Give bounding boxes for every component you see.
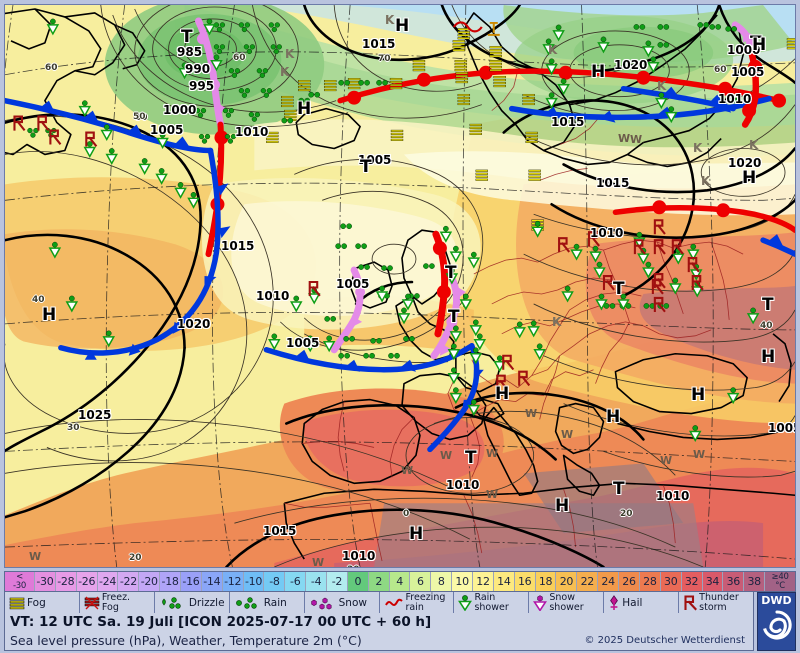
- legend-item-rain: Rain: [230, 592, 305, 613]
- colorbar-tick: 18: [535, 572, 557, 591]
- colorbar-tick: -28: [55, 572, 77, 591]
- colorbar-tick: -26: [76, 572, 98, 591]
- colorbar-tick: 34: [702, 572, 724, 591]
- copyright-text: © 2025 Deutscher Wetterdienst: [584, 635, 745, 646]
- colorbar-tick: 8: [431, 572, 453, 591]
- dwd-logo[interactable]: DWD: [757, 592, 796, 651]
- colorbar-tick: -20: [139, 572, 161, 591]
- legend-item-label: Freez. Fog: [101, 592, 131, 613]
- weather-map-canvas[interactable]: [5, 5, 795, 567]
- colorbar-tick: 0: [347, 572, 369, 591]
- colorbar-tick: -4: [306, 572, 328, 591]
- legend-item-rain-shower: Rain shower: [454, 592, 530, 613]
- colorbar-tick: -8: [264, 572, 286, 591]
- colorbar-tick: 10: [452, 572, 474, 591]
- drizzle-icon: [159, 596, 187, 610]
- rain-icon: [234, 596, 262, 610]
- colorbar-tick: 38: [744, 572, 766, 591]
- colorbar-tick: 32: [681, 572, 703, 591]
- colorbar-tick: -24: [97, 572, 119, 591]
- legend-item-freezing-rain: Freezing rain: [380, 592, 455, 613]
- weather-map-panel[interactable]: 985 990 995 1000 1005 1010 1015 1005 1015 1010 100…: [4, 4, 796, 568]
- colorbar-tick: 2: [368, 572, 390, 591]
- parameters-line: Sea level pressure (hPa), Weather, Tempe…: [10, 633, 362, 648]
- thunderstorm-icon: [683, 594, 698, 611]
- legend-item-label: Rain: [263, 596, 287, 609]
- colorbar-tick: -6: [285, 572, 307, 591]
- legend-item-label: Fog: [27, 596, 46, 609]
- freezing-rain-icon: [384, 596, 404, 610]
- legend-item-label: Hail: [622, 596, 643, 609]
- temperature-colorbar[interactable]: < -30 -30 -28 -26 -24 -22 -20 -18 -16 -14 -12 -10 -8-…: [4, 571, 796, 592]
- legend-item-label: Thunder storm: [699, 592, 739, 613]
- rain-shower-icon: [458, 594, 473, 611]
- legend-item-freezing-fog: Freez. Fog: [80, 592, 155, 613]
- colorbar-tick: -16: [181, 572, 202, 591]
- colorbar-tick: 4: [389, 572, 411, 591]
- colorbar-tick: 12: [473, 572, 494, 591]
- colorbar-below-min: < -30: [5, 572, 35, 591]
- legend-item-label: Freezing rain: [405, 592, 446, 613]
- legend-item-label: Snow: [338, 596, 367, 609]
- colorbar-tick: 24: [598, 572, 620, 591]
- valid-time-line: VT: 12 UTC Sa. 19 Juli [ICON 2025-07-17 …: [10, 614, 432, 630]
- hail-icon: [608, 594, 620, 611]
- colorbar-tick: 6: [410, 572, 432, 591]
- colorbar-tick: 28: [639, 572, 661, 591]
- legend-item-thunderstorm: Thunder storm: [679, 592, 753, 613]
- legend-item-label: Rain shower: [474, 592, 509, 613]
- legend-item-drizzle: Drizzle: [155, 592, 230, 613]
- colorbar-tick: -14: [201, 572, 223, 591]
- colorbar-tick: -12: [222, 572, 244, 591]
- colorbar-tick: 30: [660, 572, 682, 591]
- colorbar-above-max: ≥40 °C: [765, 572, 796, 591]
- colorbar-tick: -10: [243, 572, 265, 591]
- legend-item-fog: Fog: [5, 592, 80, 613]
- snow-icon: [309, 596, 337, 610]
- colorbar-tick: -18: [160, 572, 182, 591]
- colorbar-tick: -2: [327, 572, 348, 591]
- colorbar-tick: 22: [577, 572, 599, 591]
- legend-item-label: Snow shower: [549, 592, 584, 613]
- colorbar-tick: -22: [118, 572, 140, 591]
- legend-item-label: Drizzle: [188, 596, 225, 609]
- colorbar-tick: 14: [493, 572, 515, 591]
- colorbar-tick: 36: [723, 572, 745, 591]
- colorbar-tick: 20: [556, 572, 578, 591]
- colorbar-tick: 16: [514, 572, 536, 591]
- colorbar-tick: 26: [619, 572, 640, 591]
- freezing-fog-icon: [84, 596, 100, 610]
- fog-icon: [9, 596, 25, 610]
- weather-symbol-legend: Fog Freez. Fog Drizzle Rain Snow Freezing…: [4, 592, 754, 613]
- legend-item-snow: Snow: [305, 592, 380, 613]
- legend-item-snow-shower: Snow shower: [529, 592, 605, 613]
- snow-shower-icon: [533, 594, 548, 611]
- legend-item-hail: Hail: [604, 592, 680, 613]
- chart-footer: VT: 12 UTC Sa. 19 Juli [ICON 2025-07-17 …: [4, 613, 754, 651]
- spiral-icon: [759, 608, 794, 642]
- colorbar-tick: -30: [35, 572, 56, 591]
- dwd-wordmark: DWD: [759, 594, 794, 607]
